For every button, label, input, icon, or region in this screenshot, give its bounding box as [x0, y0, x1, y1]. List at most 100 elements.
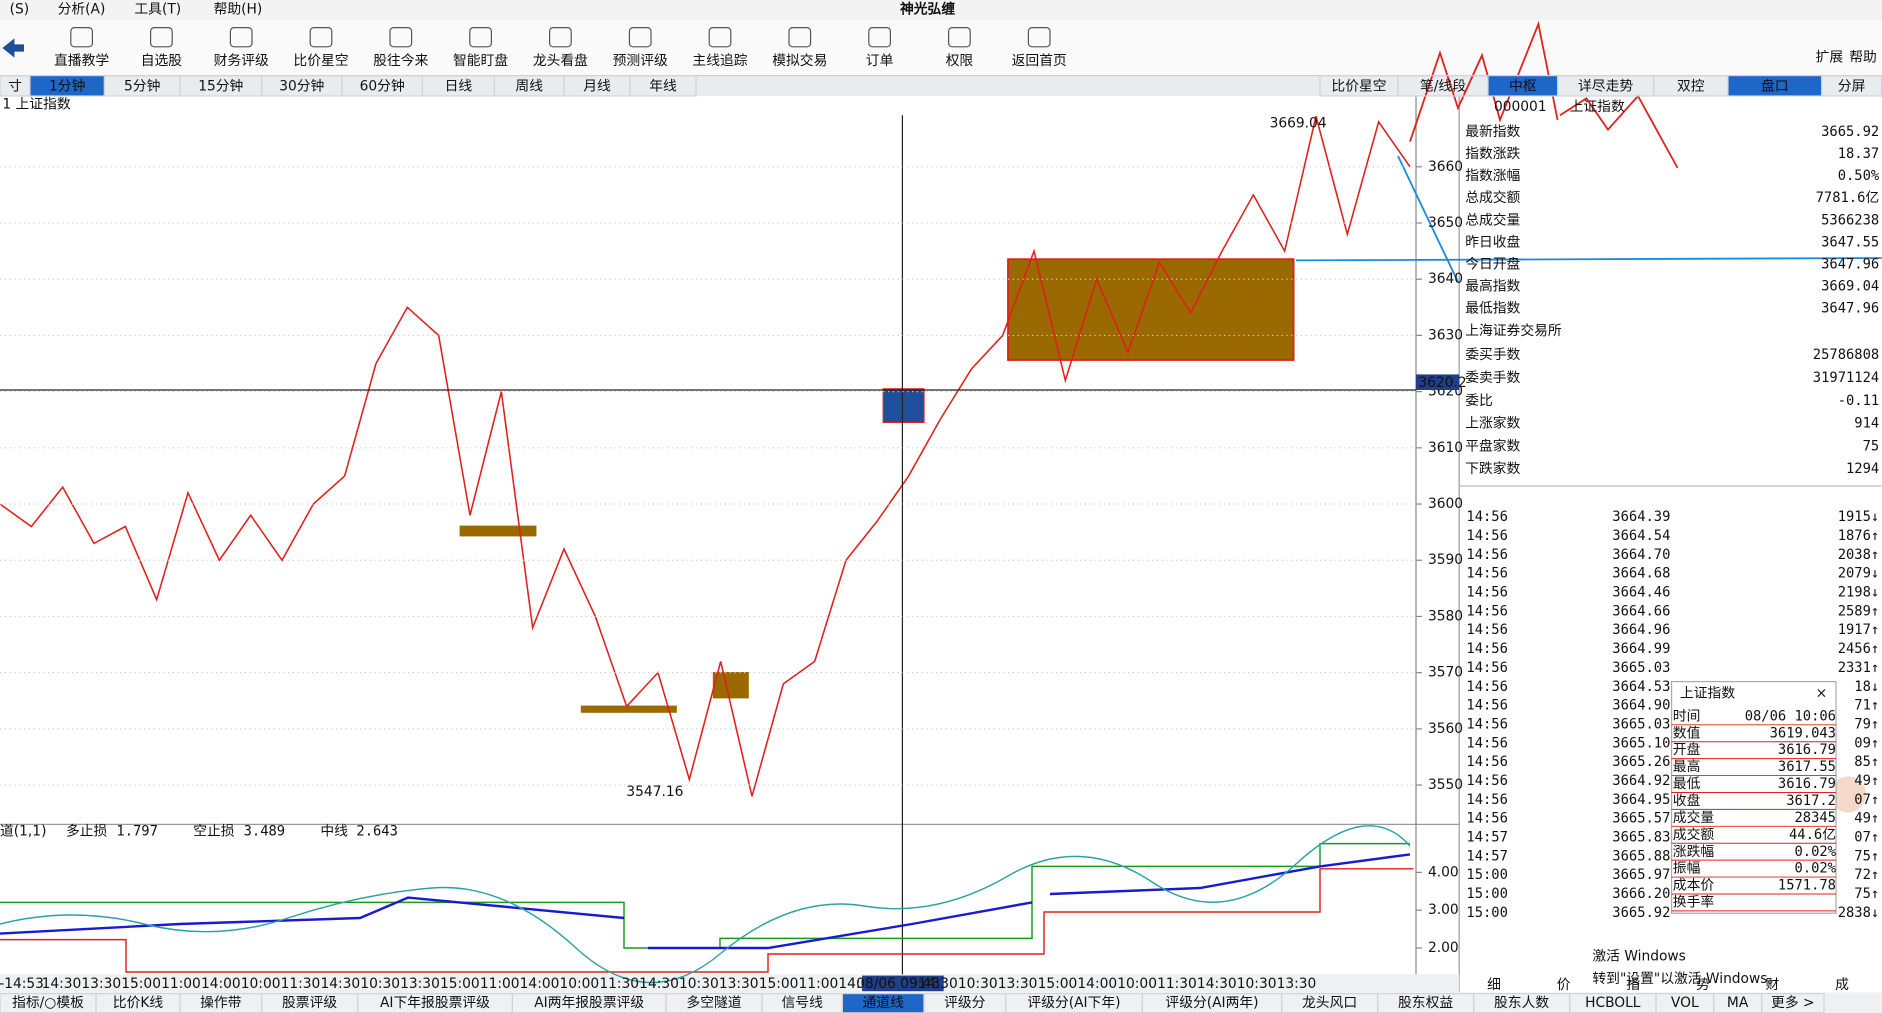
tick-volume: 2331↑ — [1838, 660, 1880, 676]
tick-volume: 2838↓ — [1838, 905, 1880, 921]
bottom-tab-label: AI两年报股票评级 — [534, 995, 644, 1011]
toolbar-button[interactable]: 预测评级 — [613, 53, 668, 69]
x-tick-label: 10:30 — [1237, 976, 1277, 992]
tick-volume: 79↑ — [1854, 716, 1879, 732]
tick-time: 14:56 — [1466, 698, 1508, 714]
x-tick-label: 13:30 — [1277, 976, 1317, 992]
watermark: 转到"设置"以激活 Windows。 — [1592, 970, 1781, 987]
bottom-tab-label: 评级分(AI两年) — [1165, 995, 1258, 1011]
tab-label: 日线 — [445, 78, 473, 94]
popup-label: 最低 — [1673, 776, 1701, 792]
tick-price: 3664.66 — [1612, 603, 1670, 619]
x-tick-label: 15:00 — [1038, 976, 1078, 992]
quote-label: 委买手数 — [1465, 347, 1520, 363]
y-tick-label: 3580 — [1428, 608, 1463, 624]
x-tick-label: 13:30 — [719, 976, 759, 992]
toolbar-button[interactable]: 股往今来 — [373, 53, 428, 69]
tick-price: 3664.70 — [1612, 547, 1670, 563]
quote-label: 最新指数 — [1465, 124, 1520, 140]
toolbar-icon — [150, 26, 173, 48]
toolbar-button[interactable]: 模拟交易 — [772, 52, 827, 69]
y-tick-label: 3660 — [1428, 159, 1463, 175]
toolbar-button[interactable]: 龙头看盘 — [533, 52, 588, 69]
x-tick-label: 11:00 — [480, 976, 520, 992]
tick-price: 3665.97 — [1612, 867, 1670, 883]
avatar[interactable] — [1829, 776, 1866, 813]
tick-price: 3665.57 — [1612, 811, 1670, 827]
bottom-tab-label: 评级分(AI下年) — [1027, 995, 1120, 1011]
x-tick-label: 11:30 — [599, 976, 639, 992]
toolbar-button[interactable]: 主线追踪 — [692, 53, 747, 69]
side-tab[interactable]: 势 — [1696, 977, 1710, 993]
toolbar-button[interactable]: 返回首页 — [1012, 53, 1067, 69]
tab-label: 30分钟 — [279, 77, 324, 94]
x-tick-label: 13:30 — [998, 976, 1038, 992]
tick-time: 14:56 — [1466, 792, 1508, 808]
toolbar-button[interactable]: 自选股 — [141, 53, 183, 69]
bottom-tab-label: VOL — [1671, 995, 1699, 1011]
x-tick-label: 15:00 — [121, 976, 161, 992]
back-button[interactable] — [2, 38, 25, 58]
y-tick-label: 3590 — [1428, 552, 1463, 568]
toolbar-icon — [868, 26, 892, 48]
tick-time: 14:56 — [1466, 566, 1508, 582]
toolbar-button[interactable]: 权限 — [946, 52, 974, 69]
tick-price: 3665.03 — [1612, 660, 1670, 676]
menu-item[interactable]: 分析(A) — [58, 2, 106, 18]
quote-value: -0.11 — [1838, 393, 1880, 409]
toolbar-button[interactable]: 帮助 — [1849, 50, 1877, 66]
tick-time: 14:56 — [1466, 528, 1508, 544]
toolbar-button[interactable]: 扩展 — [1816, 50, 1844, 66]
menu-item[interactable]: (S) — [10, 2, 30, 18]
side-tab[interactable]: 成 — [1835, 977, 1849, 993]
menu-item[interactable]: 帮助(H) — [214, 2, 263, 18]
quote-value: 25786808 — [1813, 347, 1879, 363]
tick-volume: 2038↑ — [1838, 547, 1880, 563]
bottom-tab-label: 操作带 — [200, 995, 242, 1011]
x-tick-label: 11:00 — [161, 976, 201, 992]
x-tick-label: 14:30 — [639, 976, 679, 992]
popup-value: 3619.043 — [1770, 725, 1836, 741]
indicator-value: 3.489 — [244, 824, 286, 840]
cursor-label: 3620.2 — [1418, 375, 1466, 391]
tab[interactable] — [629, 74, 697, 97]
time-axis-bg — [0, 974, 1460, 993]
side-tab[interactable]: 指 — [1626, 977, 1640, 993]
toolbar-button[interactable]: 比价星空 — [293, 53, 348, 69]
toolbar-button[interactable]: 直播教学 — [54, 52, 109, 69]
tick-price: 3665.10 — [1612, 735, 1670, 751]
indicator-label: 中线 — [320, 824, 348, 840]
tick-price: 3664.54 — [1612, 528, 1670, 544]
popup-label: 最高 — [1673, 758, 1701, 775]
tick-time: 14:57 — [1466, 829, 1508, 845]
toolbar-button[interactable]: 订单 — [866, 53, 894, 69]
toolbar-button[interactable]: 财务评级 — [214, 53, 269, 69]
side-tab[interactable]: 细 — [1487, 977, 1501, 993]
side-tab[interactable]: 财 — [1766, 977, 1780, 993]
close-button[interactable]: × — [1816, 686, 1828, 702]
bottom-tab-label: 多空隧道 — [686, 994, 741, 1011]
app-title: 神光弘缠 — [900, 1, 955, 18]
low-label: 3547.16 — [626, 784, 683, 800]
tick-volume: 1876↑ — [1838, 528, 1880, 544]
annotations — [1409, 20, 1679, 169]
tab-label: 笔/线段 — [1420, 78, 1466, 94]
menu-item[interactable]: 工具(T) — [134, 2, 181, 18]
quote-label: 下跌家数 — [1465, 460, 1520, 477]
tab-label: 比价星空 — [1331, 78, 1386, 94]
popup-value: 3617.2 — [1786, 793, 1836, 809]
toolbar-icon — [788, 26, 812, 48]
y-tick-label: 3570 — [1428, 665, 1463, 681]
tick-volume: 2456↑ — [1838, 641, 1880, 657]
tick-volume: 75↑ — [1854, 848, 1879, 864]
tab-label: 中枢 — [1509, 78, 1537, 94]
side-tab[interactable]: 价 — [1557, 977, 1571, 993]
tick-price: 3665.92 — [1612, 905, 1670, 921]
quote-label: 总成交量 — [1465, 211, 1520, 228]
toolbar-button[interactable]: 智能盯盘 — [453, 52, 508, 69]
arrow — [1295, 257, 1882, 262]
quote-label: 指数涨跌 — [1465, 146, 1520, 162]
tick-time: 14:56 — [1466, 754, 1508, 770]
popup-title: 上证指数 — [1680, 686, 1735, 702]
